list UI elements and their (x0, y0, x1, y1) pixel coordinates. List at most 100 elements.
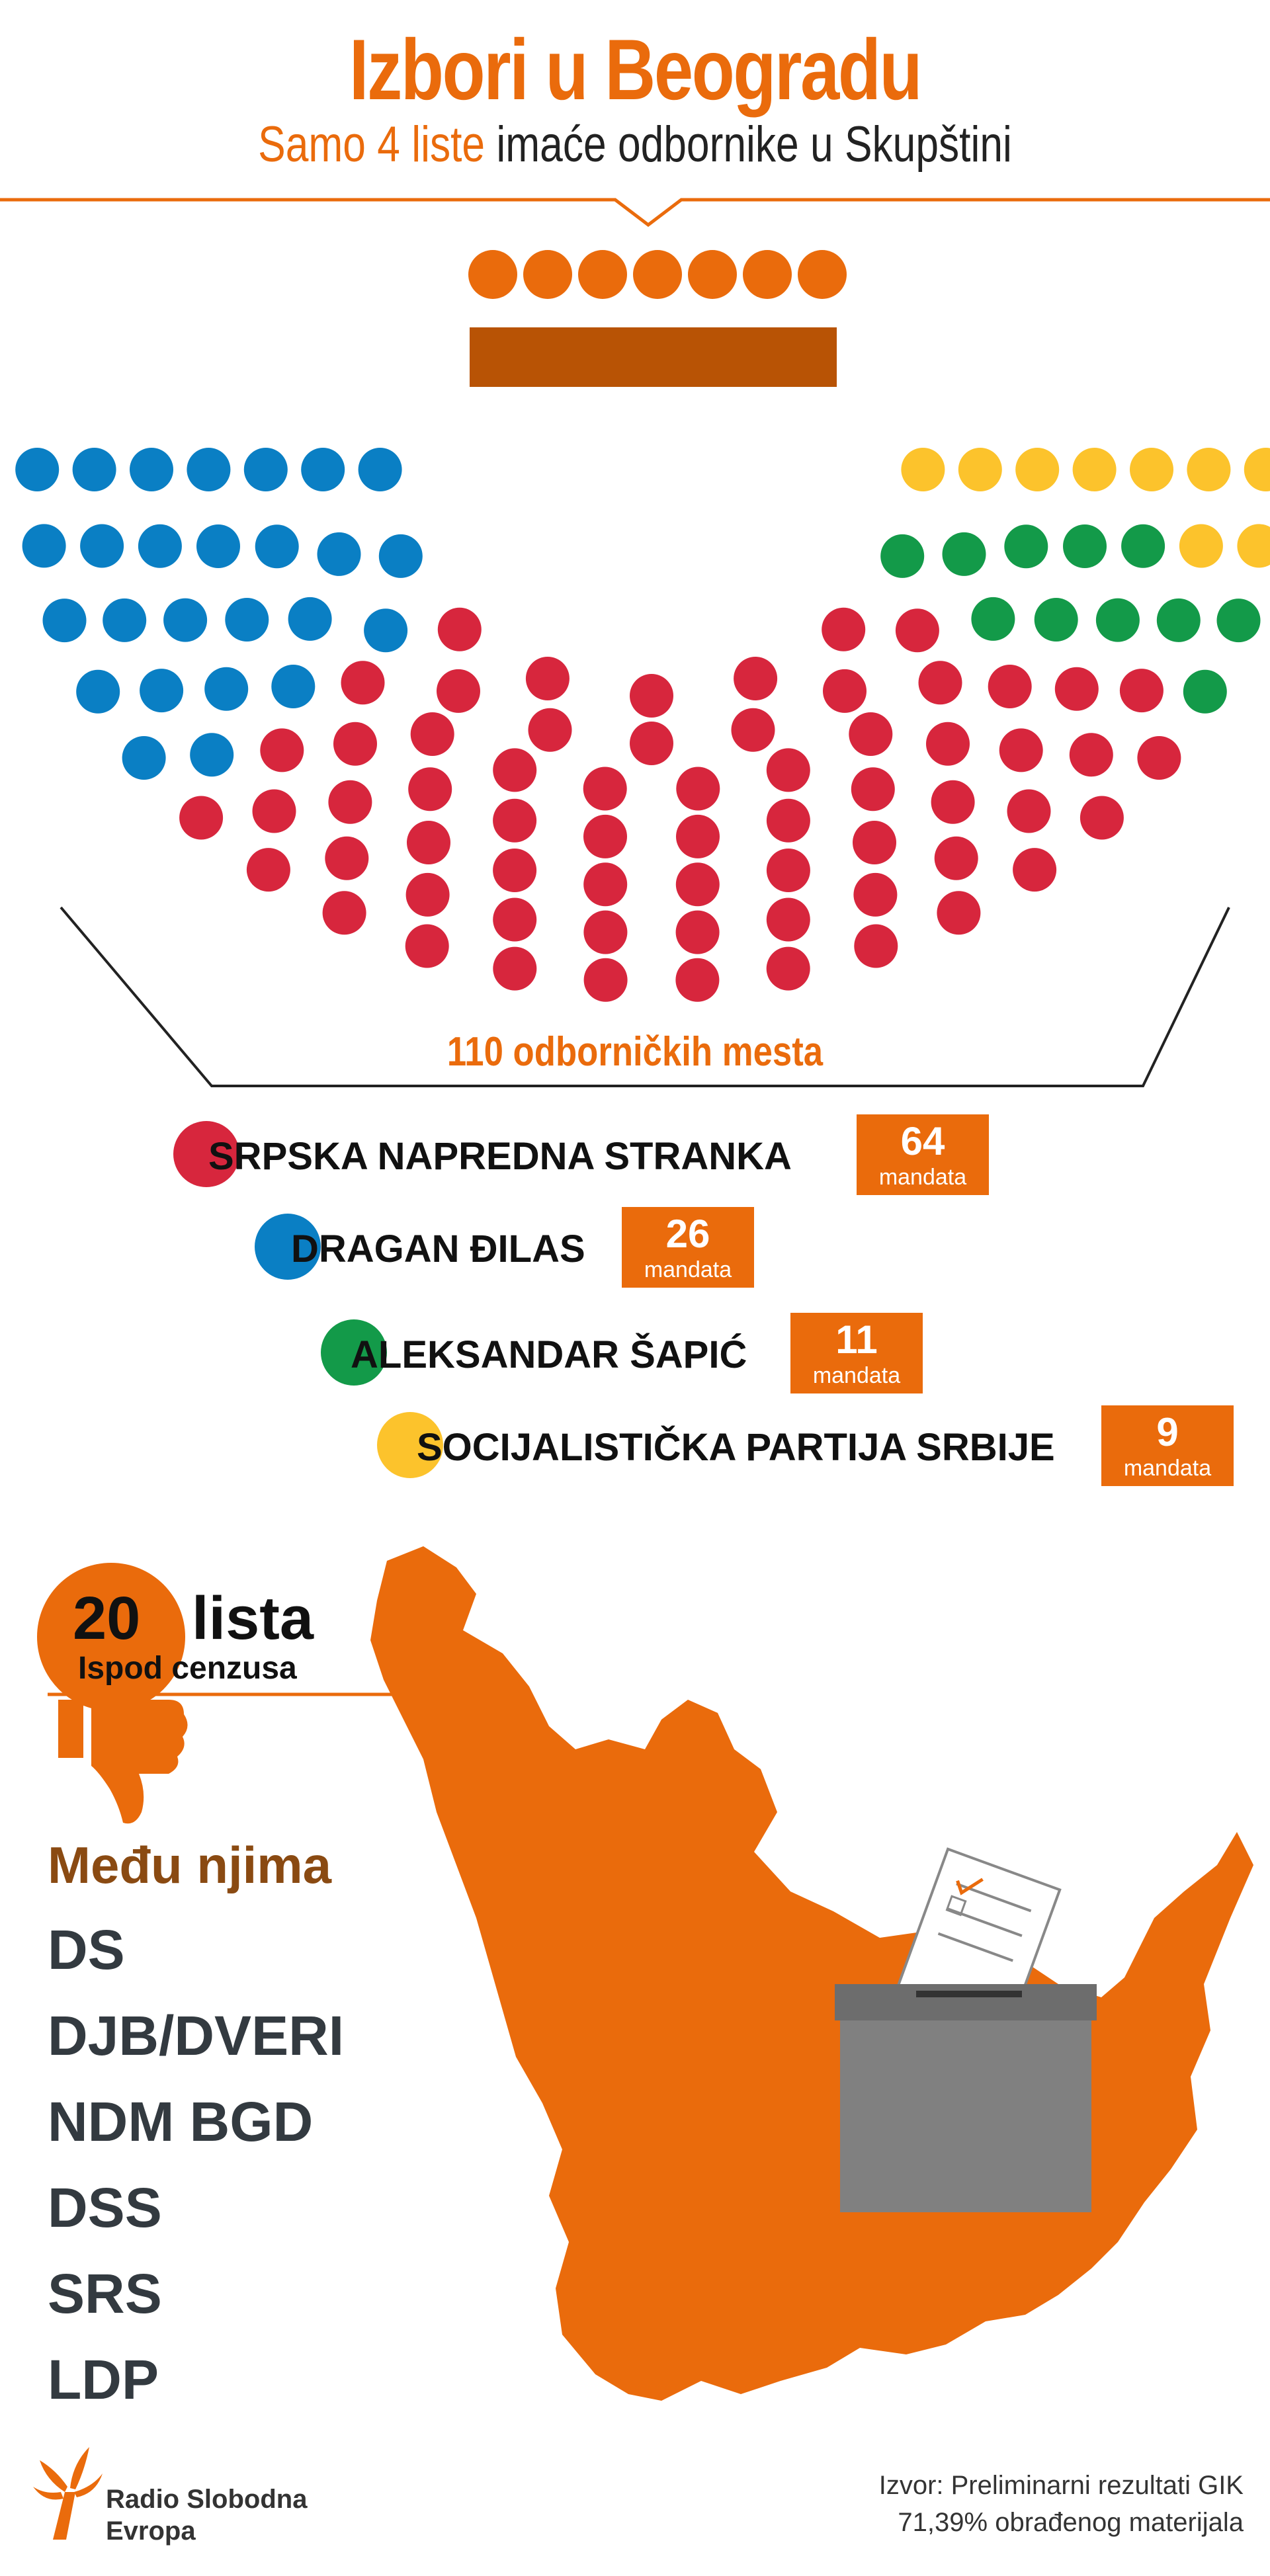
seat-dot (849, 712, 893, 756)
seat-dot (676, 767, 720, 811)
seat-dot (880, 534, 925, 578)
seat-dot (630, 674, 673, 718)
seat-dot (766, 798, 810, 843)
ballot-paper (896, 1847, 1062, 2028)
party-item: DJB/DVERI (48, 2005, 345, 2067)
seat-count-sps: 9 (1156, 1410, 1179, 1454)
seat-dot (271, 665, 316, 708)
seat-dot (937, 891, 981, 935)
seat-dot (301, 448, 345, 491)
legend-badge-sns: 64 mandata (857, 1114, 989, 1195)
seat-dot (1130, 448, 1173, 491)
seat-dot (942, 532, 986, 576)
presidium-seat (468, 250, 517, 299)
legend-label-sps: SOCIJALISTIČKA PARTIJA SRBIJE (417, 1426, 1055, 1469)
seat-dot (252, 789, 296, 833)
thumbs-down-icon (58, 1700, 188, 1824)
logo-line-1: Radio Slobodna (106, 2485, 308, 2514)
page-title: Izbori u Beogradu (349, 21, 923, 118)
logo-line-2: Evropa (106, 2516, 196, 2546)
among-them-heading: Među njima (48, 1836, 332, 1894)
seat-dot (1072, 448, 1117, 491)
seat-dot (42, 599, 87, 643)
legend-label-djilas: DRAGAN ĐILAS (291, 1227, 585, 1270)
presidium-seat (798, 250, 847, 299)
seat-dot (204, 667, 249, 711)
legend-label-sns: SRPSKA NAPREDNA STRANKA (208, 1135, 792, 1178)
seat-dot (493, 897, 537, 942)
seat-dot (187, 448, 231, 491)
seat-dot (1216, 599, 1261, 643)
seat-dot (1237, 524, 1270, 568)
seat-dot (358, 448, 402, 491)
party-item: SRS (48, 2263, 162, 2325)
seat-dot (246, 848, 290, 892)
seat-dot (1013, 848, 1057, 892)
seat-dot (255, 524, 299, 569)
seat-count-sapic: 11 (835, 1317, 878, 1362)
legend-item-sapic: ALEKSANDAR ŠAPIĆ 11 mandata (0, 1313, 1270, 1399)
headline-divider (0, 198, 1270, 228)
legend-badge-djilas: 26 mandata (622, 1207, 754, 1288)
subtitle-highlight: Samo 4 liste (258, 116, 486, 173)
belgrade-map-illustration (37, 1546, 1253, 2401)
seat-dot (766, 897, 810, 942)
seat-dot (15, 448, 60, 491)
seat-dot (525, 657, 570, 700)
seat-dot (901, 448, 945, 491)
seat-dot (190, 733, 234, 777)
seat-dot (1080, 796, 1124, 840)
seat-dot (333, 722, 377, 766)
seat-dot (853, 821, 896, 864)
total-seats-label: 110 odborničkih mesta (446, 1029, 824, 1075)
legend-dot-sapic (321, 1319, 387, 1386)
seat-dot (918, 661, 962, 705)
seat-unit-sns: mandata (878, 1165, 967, 1190)
seat-dot (1034, 598, 1078, 642)
seat-dot (766, 849, 810, 892)
seat-dot (140, 669, 184, 713)
seat-dot (583, 958, 628, 1002)
seat-dot (676, 814, 720, 858)
seat-dot (822, 607, 866, 651)
seat-dot (1121, 524, 1165, 568)
seat-dot (179, 796, 224, 840)
seat-dot (731, 708, 775, 752)
page-subtitle: Samo 4 liste imaće odbornike u Skupštini (114, 116, 1156, 173)
seat-dot (988, 665, 1032, 708)
party-item: NDM BGD (48, 2091, 314, 2153)
seat-dot (583, 814, 627, 858)
seat-dot (322, 891, 366, 935)
seat-dot (1007, 789, 1051, 833)
seat-dot (341, 661, 385, 705)
seat-count-sns: 64 (900, 1119, 945, 1163)
seat-dot (288, 597, 332, 641)
hemicycle-bracket (60, 906, 1230, 1087)
seat-dot (895, 608, 939, 653)
legend-label-sapic: ALEKSANDAR ŠAPIĆ (351, 1333, 747, 1376)
seat-dot (364, 608, 408, 653)
seat-unit-sapic: mandata (812, 1363, 901, 1388)
seat-dot (934, 836, 978, 880)
seat-dot (1095, 598, 1140, 642)
seat-dot (1156, 598, 1201, 642)
seat-dot (854, 924, 898, 968)
seat-dot (1179, 524, 1223, 568)
seat-dot (196, 524, 240, 568)
seat-dot (493, 748, 537, 792)
seat-dot (410, 712, 454, 756)
seat-dot (103, 598, 147, 642)
presidium-seat (633, 250, 682, 299)
seat-dot (926, 722, 970, 766)
seat-dot (675, 910, 720, 954)
seat-dot (76, 669, 120, 714)
legend-dot-djilas (255, 1214, 321, 1280)
seat-dot (22, 524, 66, 568)
seat-dot (971, 597, 1015, 641)
seat-dot (853, 872, 898, 917)
seat-dot (130, 448, 173, 491)
seat-dot (675, 958, 720, 1002)
seat-dot (122, 736, 166, 780)
seat-dot (408, 767, 452, 811)
seat-dot (583, 862, 628, 907)
